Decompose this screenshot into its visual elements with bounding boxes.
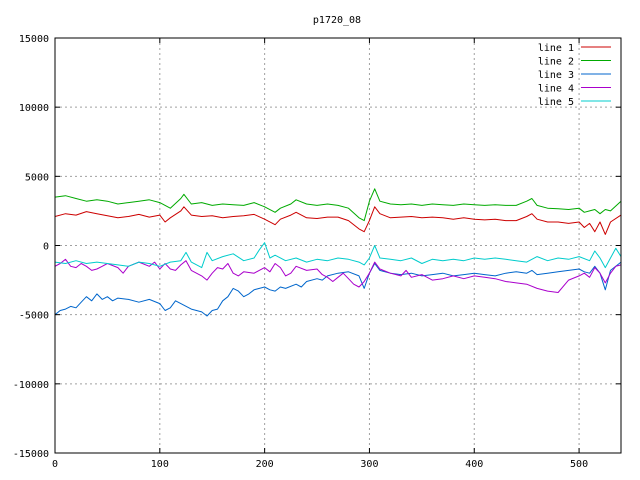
x-tick-label: 100 [151, 459, 169, 470]
chart-title: p1720_08 [313, 15, 361, 26]
x-tick-label: 500 [570, 459, 588, 470]
series-line-3 [54, 261, 622, 317]
series-line-5 [54, 242, 622, 269]
series-line-2 [54, 188, 622, 222]
y-tick-label: -15000 [13, 449, 49, 460]
x-tick-label: 400 [465, 459, 483, 470]
legend-label-3: line 3 [538, 70, 574, 81]
x-tick-label: 300 [360, 459, 378, 470]
y-tick-label: 0 [43, 242, 49, 253]
series-line-4 [54, 258, 622, 293]
legend-label-5: line 5 [538, 97, 574, 108]
x-tick-label: 200 [256, 459, 274, 470]
y-tick-label: -10000 [13, 380, 49, 391]
legend-label-4: line 4 [538, 84, 574, 95]
y-tick-label: 10000 [19, 103, 49, 114]
series-line-1 [54, 206, 622, 235]
x-tick-label: 0 [52, 459, 58, 470]
legend: line 1 line 2 line 3 line 4 line 5 [538, 43, 611, 108]
grid-lines [55, 38, 621, 453]
y-tick-label: 5000 [25, 172, 49, 183]
legend-label-2: line 2 [538, 57, 574, 68]
y-tick-label: 15000 [19, 34, 49, 45]
series-lines [54, 188, 622, 317]
y-tick-label: -5000 [19, 311, 49, 322]
legend-label-1: line 1 [538, 43, 574, 54]
axis-ticks: 0 100 200 300 400 500 -15000 -10000 -5000 0 5000 10… [13, 34, 621, 470]
